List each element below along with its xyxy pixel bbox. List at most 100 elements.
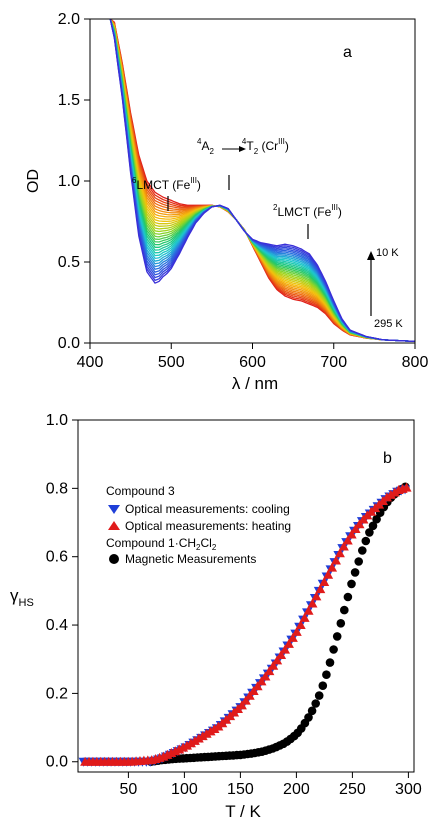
heating-point <box>299 612 310 622</box>
heating-point <box>252 681 263 691</box>
legend-marker-magnetic <box>109 554 119 564</box>
magnetic-point <box>350 568 360 577</box>
heating-point <box>291 626 302 636</box>
magnetic-point <box>318 681 328 690</box>
magnetic-point <box>361 536 371 546</box>
heating-point <box>401 482 412 492</box>
y-tick-label: 0.0 <box>46 754 68 771</box>
heating-point <box>189 735 200 745</box>
annotation-dd: 4A24T2 (CrIII) <box>197 137 289 156</box>
magnetic-point <box>365 528 374 537</box>
panel-a-y-ticks: 0.0 0.5 1.0 1.5 2.0 <box>58 11 90 352</box>
heating-point <box>280 644 291 654</box>
panel-b-y-ticks: 0.0 0.2 0.4 0.6 0.8 1.0 <box>46 412 78 771</box>
heating-point <box>240 695 251 705</box>
heating-point <box>205 726 216 736</box>
heating-point <box>354 519 365 529</box>
heating-point <box>209 723 220 733</box>
heating-point <box>385 489 396 499</box>
y-tick-label: 1.0 <box>46 412 68 429</box>
magnetic-point <box>372 514 381 524</box>
x-tick-label: 600 <box>239 354 266 371</box>
transition-arrow-head <box>239 146 246 152</box>
panel-a-spectra: 400 500 600 700 800 0.0 0.5 1.0 1.5 2.0 a λ / nm… <box>25 11 428 393</box>
panel-b-hs-fraction: 50 100 150 200 250 300 0.0 0.2 0.4 0.6 0.8 1.0 b T… <box>10 412 422 821</box>
magnetic-point <box>314 691 324 700</box>
spectrum-curve <box>109 19 415 343</box>
magnetic-point <box>329 645 338 654</box>
panel-b-x-axis-label: T / K <box>225 802 261 821</box>
legend-marker-heating <box>108 521 120 530</box>
heating-point <box>287 632 298 642</box>
y-tick-label: 2.0 <box>58 11 80 28</box>
heating-point <box>283 638 294 648</box>
x-tick-label: 700 <box>320 354 347 371</box>
heating-point <box>350 524 361 534</box>
y-tick-label: 1.5 <box>58 92 80 109</box>
heating-point <box>303 605 314 615</box>
x-tick-label: 800 <box>402 354 429 371</box>
spectra-curves <box>109 19 415 343</box>
heating-point <box>323 569 334 579</box>
heating-point <box>201 728 212 738</box>
heating-point <box>236 700 247 710</box>
heating-point <box>311 591 322 601</box>
y-tick-label: 0.4 <box>46 617 68 634</box>
heating-point <box>319 576 330 586</box>
heating-point <box>346 529 357 539</box>
panel-a-x-ticks: 400 500 600 700 800 <box>77 343 429 371</box>
x-tick-label: 50 <box>120 781 138 798</box>
heating-point <box>182 740 193 750</box>
panel-b-frame <box>77 419 415 773</box>
heating-point <box>193 733 204 743</box>
y-tick-label: 0.5 <box>58 254 80 271</box>
magnetic-point <box>343 592 353 602</box>
legend-group-compound-3: Compound 3 <box>106 484 175 498</box>
heating-point <box>327 562 338 572</box>
heating-point <box>248 686 259 696</box>
magnetic-point <box>307 706 317 716</box>
x-tick-label: 150 <box>227 781 254 798</box>
legend-marker-cooling <box>108 505 120 514</box>
heating-point <box>260 671 271 681</box>
heating-point <box>244 690 255 700</box>
x-tick-label: 300 <box>395 781 422 798</box>
heating-point <box>185 738 196 748</box>
heating-point <box>334 548 345 558</box>
magnetic-point <box>347 579 356 589</box>
magnetic-point <box>304 713 313 722</box>
panel-b-y-axis-label: γHS <box>10 586 34 609</box>
heating-point <box>276 649 287 659</box>
y-tick-label: 0.0 <box>58 335 80 352</box>
x-tick-label: 250 <box>339 781 366 798</box>
heating-point <box>389 487 400 497</box>
heating-point <box>338 541 349 551</box>
heating-point <box>330 555 341 565</box>
magnetic-point <box>322 670 331 679</box>
hs-fraction-points <box>78 482 412 767</box>
legend-label-cooling: Optical measurements: cooling <box>125 502 290 516</box>
panel-a-y-axis-label: OD <box>25 169 42 193</box>
magnetic-point <box>340 605 349 615</box>
magnetic-point <box>354 557 364 566</box>
annotation-6lmct: 6LMCT (FeIII) <box>132 176 201 192</box>
heating-point <box>264 666 275 676</box>
heating-point <box>268 660 279 670</box>
temperature-low-label: 295 K <box>374 318 403 330</box>
y-tick-label: 0.2 <box>46 685 68 702</box>
x-tick-label: 400 <box>77 354 104 371</box>
magnetic-point <box>325 658 335 667</box>
heating-point <box>197 731 208 741</box>
magnetic-point <box>311 699 321 708</box>
x-tick-label: 500 <box>158 354 185 371</box>
panel-b-label: b <box>383 450 392 467</box>
temperature-high-label: 10 K <box>376 247 399 259</box>
annotation-2lmct: 2LMCT (FeIII) <box>273 203 342 219</box>
magnetic-point <box>368 521 378 531</box>
heating-point <box>342 535 353 545</box>
y-tick-label: 1.0 <box>58 173 80 190</box>
legend-group-compound-1: Compound 1·CH2Cl2 <box>106 536 217 552</box>
x-tick-label: 100 <box>171 781 198 798</box>
panel-b-x-ticks: 50 100 150 200 250 300 <box>120 772 422 798</box>
